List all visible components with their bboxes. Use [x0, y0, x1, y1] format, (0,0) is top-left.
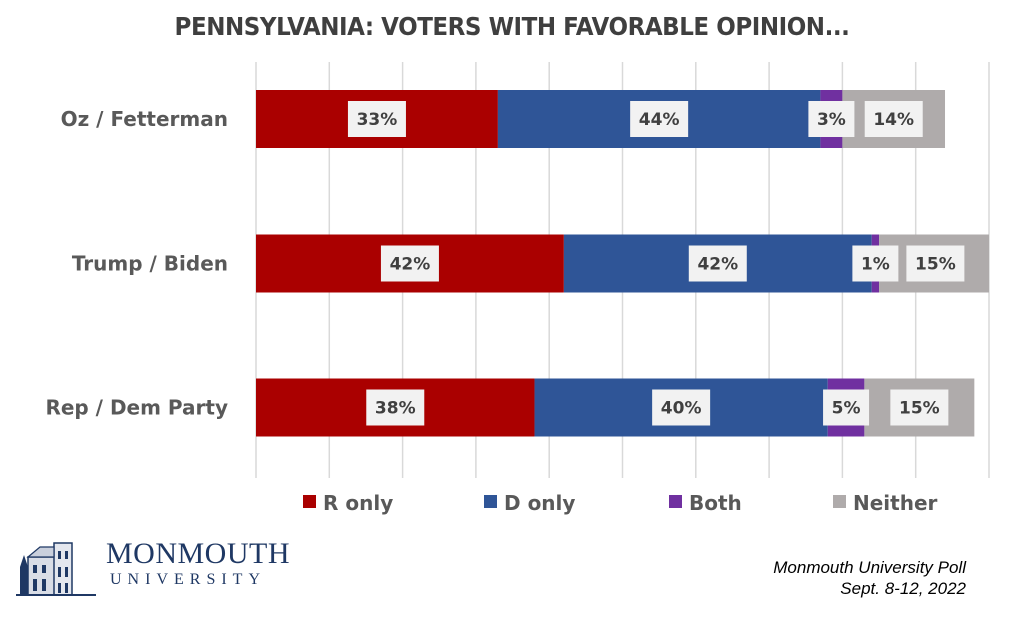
data-label: 42%	[380, 245, 439, 282]
legend-swatch	[303, 495, 316, 508]
data-label-text: 15%	[915, 255, 956, 275]
monmouth-logo: MONMOUTH UNIVERSITY	[14, 537, 290, 597]
data-label-box	[366, 389, 425, 426]
legend-item: Both	[669, 491, 742, 515]
data-label-text: 42%	[390, 255, 431, 275]
bar-chart: Oz / Fetterman Trump / Biden Rep / Dem Par…	[45, 62, 990, 515]
legend-swatch	[484, 495, 497, 508]
source-note: Monmouth University Poll Sept. 8-12, 202…	[773, 557, 966, 599]
legend: R only D only Both Neither	[303, 491, 938, 515]
data-label-box	[630, 101, 689, 137]
legend-label: Both	[689, 491, 742, 515]
data-label: 40%	[652, 389, 711, 426]
source-line-2: Sept. 8-12, 2022	[840, 579, 966, 598]
data-label-text: 40%	[661, 399, 702, 419]
data-label-text: 3%	[817, 110, 846, 130]
legend-swatch	[833, 495, 846, 508]
legend-label: Neither	[853, 491, 938, 515]
data-label-text: 42%	[697, 255, 738, 275]
legend-swatch	[669, 495, 682, 508]
data-label-text: 5%	[832, 399, 861, 419]
data-label: 38%	[366, 389, 425, 426]
data-label-text: 33%	[357, 110, 398, 130]
data-label: 15%	[906, 245, 965, 282]
data-label-box	[906, 245, 965, 282]
data-label: 1%	[852, 245, 899, 282]
data-label-text: 44%	[639, 110, 680, 130]
data-label-box	[823, 389, 870, 426]
category-label: Rep / Dem Party	[45, 396, 228, 420]
logo-name: MONMOUTH	[106, 537, 290, 570]
data-label-text: 1%	[861, 255, 890, 275]
data-label-box	[652, 389, 711, 426]
data-label: 42%	[688, 245, 747, 282]
chart-title: PENNSYLVANIA: VOTERS WITH FAVORABLE OPIN…	[174, 12, 850, 41]
data-label-text: 15%	[899, 399, 940, 419]
legend-item: R only	[303, 491, 393, 515]
legend-item: D only	[484, 491, 575, 515]
data-label-box	[864, 101, 923, 137]
data-label: 14%	[864, 101, 923, 137]
data-label: 33%	[347, 101, 406, 137]
category-label: Oz / Fetterman	[61, 107, 228, 131]
data-label-box	[380, 245, 439, 282]
data-label: 5%	[823, 389, 870, 426]
data-label-box	[808, 101, 855, 137]
data-label-text: 14%	[873, 110, 914, 130]
legend-item: Neither	[833, 491, 938, 515]
source-line-1: Monmouth University Poll	[773, 558, 966, 577]
data-label: 3%	[808, 101, 855, 137]
legend-label: R only	[323, 491, 393, 515]
data-label-text: 38%	[375, 399, 416, 419]
building-icon	[16, 542, 96, 596]
legend-label: D only	[504, 491, 575, 515]
logo-subtitle: UNIVERSITY	[110, 571, 266, 588]
category-labels: Oz / Fetterman Trump / Biden Rep / Dem Par…	[45, 107, 228, 420]
data-label-box	[688, 245, 747, 282]
data-label-box	[347, 101, 406, 137]
data-labels: 33% 44% 3% 14% 42% 42% 1% 15% 38% 40% 5% 15%	[347, 101, 965, 426]
data-label: 44%	[630, 101, 689, 137]
category-label: Trump / Biden	[72, 252, 228, 276]
data-label-box	[852, 245, 899, 282]
data-label-box	[890, 389, 949, 426]
data-label: 15%	[890, 389, 949, 426]
